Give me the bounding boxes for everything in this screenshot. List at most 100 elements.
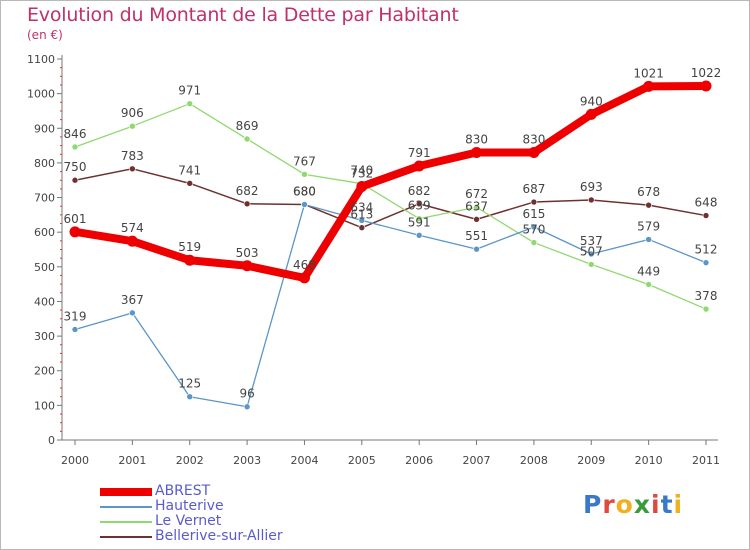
data-label: 940 — [580, 94, 603, 108]
y-tick-label: 100 — [34, 399, 55, 412]
y-tick-label: 600 — [34, 226, 55, 239]
data-point — [645, 281, 652, 288]
data-label: 906 — [121, 106, 144, 120]
data-label: 574 — [121, 221, 144, 235]
data-label: 869 — [236, 119, 259, 133]
data-label: 615 — [522, 207, 545, 221]
data-label: 740 — [350, 164, 373, 178]
data-point — [415, 215, 423, 222]
data-label: 591 — [408, 215, 431, 229]
data-point — [702, 259, 710, 266]
y-tick-label: 1100 — [27, 53, 55, 66]
data-point — [471, 147, 483, 159]
data-point — [301, 171, 308, 178]
data-label: 678 — [637, 185, 660, 199]
data-label: 367 — [121, 293, 144, 307]
data-point — [473, 203, 480, 211]
data-point — [702, 212, 710, 219]
logo-letter: i — [673, 490, 684, 519]
data-label: 680 — [293, 184, 316, 198]
data-label: 750 — [64, 160, 87, 174]
data-point — [413, 160, 425, 172]
data-point — [473, 245, 480, 253]
data-label: 672 — [465, 187, 488, 201]
data-label: 512 — [695, 243, 718, 257]
data-label: 570 — [522, 223, 545, 237]
logo-letter: t — [660, 490, 674, 519]
data-label: 783 — [121, 149, 144, 163]
data-label: 468 — [293, 258, 316, 272]
data-point — [298, 272, 310, 284]
logo-letter: x — [633, 490, 651, 519]
data-point — [126, 235, 138, 247]
data-label: 687 — [522, 182, 545, 196]
x-tick-label: 2000 — [61, 454, 89, 467]
data-label: 449 — [637, 264, 660, 278]
data-label: 319 — [64, 310, 87, 324]
data-point — [71, 176, 79, 184]
data-point — [129, 309, 136, 317]
data-label: 507 — [580, 244, 603, 258]
data-point — [241, 260, 253, 272]
data-point — [702, 305, 710, 313]
data-point — [71, 326, 79, 333]
data-point — [585, 108, 597, 120]
data-label: 537 — [580, 234, 603, 248]
data-label: 682 — [236, 184, 259, 198]
data-point — [358, 217, 366, 224]
data-label: 1022 — [691, 66, 722, 80]
data-point — [71, 143, 79, 151]
data-point — [700, 80, 712, 92]
chart-subtitle: (en €) — [27, 28, 63, 42]
y-tick-label: 0 — [48, 434, 55, 447]
legend-swatch — [100, 520, 152, 523]
logo-letter: P — [583, 490, 603, 519]
data-point — [530, 239, 538, 246]
legend-item: Le Vernet — [100, 514, 283, 529]
logo-letter: i — [651, 490, 661, 519]
y-tick-label: 800 — [34, 157, 55, 170]
data-point — [243, 200, 251, 208]
y-tick-label: 400 — [34, 295, 55, 308]
x-tick-label: 2006 — [405, 454, 433, 467]
data-point — [530, 223, 538, 231]
data-point — [473, 216, 480, 223]
data-label: 1021 — [633, 66, 664, 80]
data-label: 732 — [350, 166, 373, 180]
legend-swatch — [100, 505, 152, 508]
data-label: 767 — [293, 154, 316, 168]
data-point — [69, 226, 81, 238]
data-label: 634 — [350, 200, 373, 214]
data-point — [415, 231, 423, 239]
legend-item: Bellerive-sur-Allier — [100, 529, 283, 544]
data-label: 378 — [695, 289, 718, 303]
data-label: 637 — [465, 199, 488, 213]
data-label: 639 — [408, 199, 431, 213]
data-point — [587, 250, 595, 258]
data-point — [415, 200, 423, 208]
data-point — [645, 201, 652, 209]
data-label: 741 — [178, 163, 201, 177]
x-tick-label: 2001 — [118, 454, 146, 467]
x-tick-label: 2004 — [290, 454, 318, 467]
data-point — [643, 80, 655, 92]
data-point — [243, 135, 251, 143]
x-tick-label: 2005 — [348, 454, 376, 467]
y-tick-label: 300 — [34, 330, 55, 343]
logo-letter: o — [615, 490, 634, 519]
data-point — [243, 403, 251, 411]
y-tick-label: 700 — [34, 192, 55, 205]
data-label: 830 — [522, 133, 545, 147]
data-point — [528, 147, 540, 159]
series-line-le-vernet — [74, 103, 707, 310]
legend-swatch — [100, 487, 152, 496]
data-label: 125 — [178, 377, 201, 391]
data-label: 791 — [408, 146, 431, 160]
data-point — [356, 180, 368, 192]
chart-title: Evolution du Montant de la Dette par Hab… — [27, 4, 459, 26]
y-tick-label: 1000 — [27, 88, 55, 101]
data-label: 648 — [695, 196, 718, 210]
legend-label: Bellerive-sur-Allier — [155, 528, 283, 544]
